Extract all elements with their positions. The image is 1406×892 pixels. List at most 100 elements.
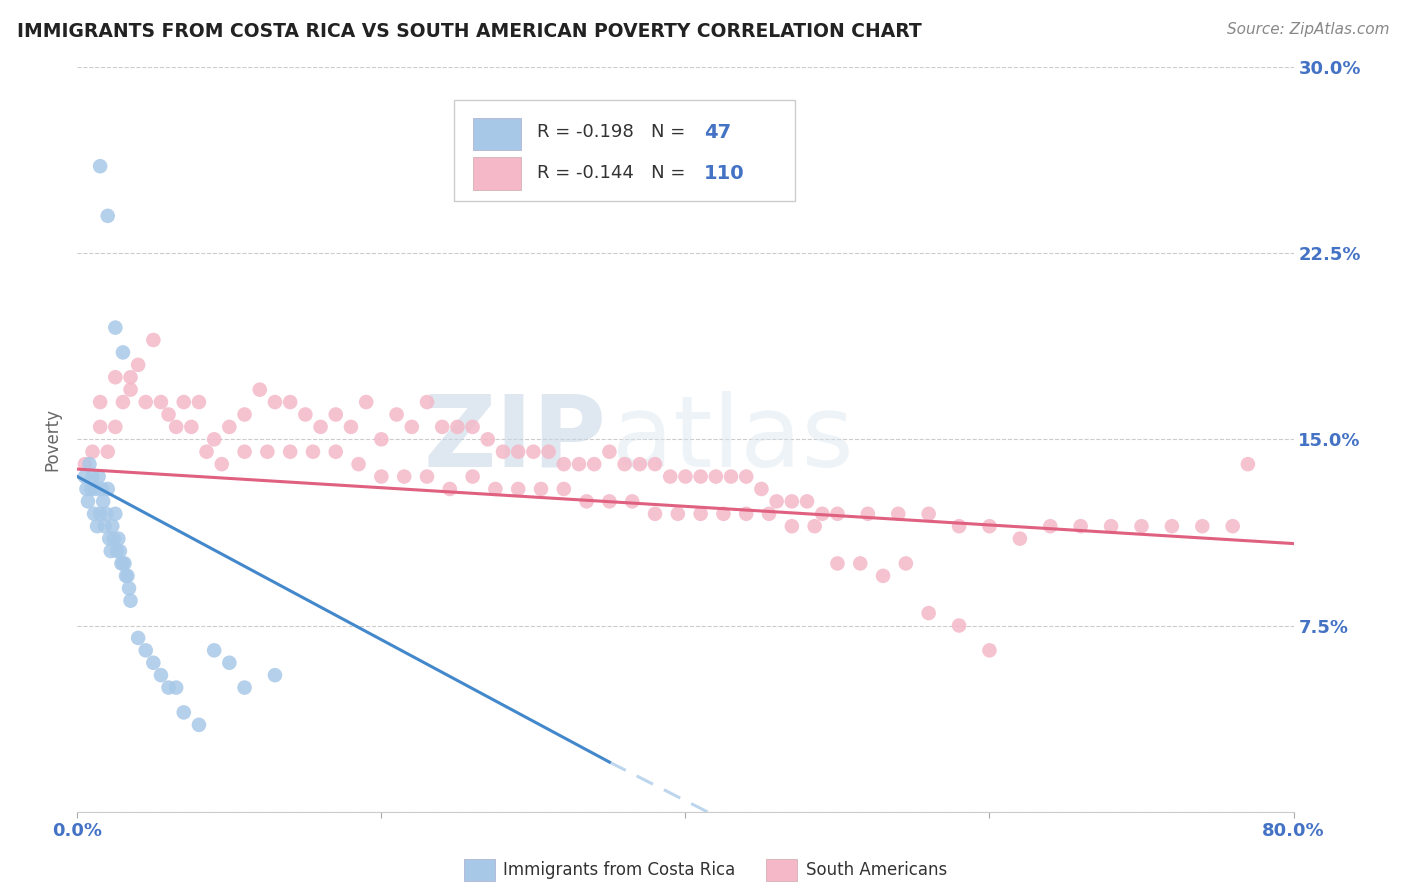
- Point: [735, 507, 758, 521]
- Point: [948, 519, 970, 533]
- Point: [796, 494, 818, 508]
- Point: [720, 469, 742, 483]
- Point: [180, 420, 202, 434]
- Point: [758, 507, 780, 521]
- Point: [461, 420, 484, 434]
- Point: [598, 494, 620, 508]
- Point: [659, 469, 682, 483]
- Point: [89, 159, 111, 173]
- Point: [233, 681, 256, 695]
- Point: [780, 519, 803, 533]
- Point: [142, 656, 165, 670]
- Point: [735, 469, 758, 483]
- Point: [1099, 519, 1122, 533]
- FancyBboxPatch shape: [472, 118, 522, 151]
- Point: [675, 469, 697, 483]
- Point: [111, 395, 134, 409]
- Point: [120, 370, 142, 384]
- Point: [568, 457, 591, 471]
- Point: [354, 395, 377, 409]
- Point: [1039, 519, 1062, 533]
- Point: [91, 494, 114, 508]
- Point: [598, 444, 620, 458]
- Point: [75, 482, 97, 496]
- Point: [918, 606, 941, 620]
- Point: [101, 519, 124, 533]
- Point: [117, 569, 139, 583]
- Point: [309, 420, 332, 434]
- Point: [89, 395, 111, 409]
- Point: [1237, 457, 1260, 471]
- Point: [79, 457, 101, 471]
- Point: [100, 544, 122, 558]
- Point: [294, 408, 316, 422]
- Point: [82, 444, 104, 458]
- Point: [416, 395, 439, 409]
- Point: [127, 631, 149, 645]
- Point: [157, 681, 180, 695]
- Point: [89, 420, 111, 434]
- Point: [492, 444, 515, 458]
- Point: [401, 420, 423, 434]
- Point: [83, 507, 105, 521]
- Point: [173, 706, 195, 720]
- Point: [461, 469, 484, 483]
- Point: [439, 482, 461, 496]
- Point: [104, 507, 127, 521]
- Point: [1222, 519, 1244, 533]
- Point: [530, 482, 553, 496]
- Point: [218, 656, 240, 670]
- Text: 47: 47: [703, 123, 731, 142]
- Text: R = -0.144   N =: R = -0.144 N =: [537, 164, 692, 182]
- Point: [104, 370, 127, 384]
- Point: [704, 469, 727, 483]
- Point: [827, 507, 849, 521]
- Point: [340, 420, 363, 434]
- Point: [689, 507, 711, 521]
- Point: [84, 482, 107, 496]
- Point: [115, 569, 138, 583]
- FancyBboxPatch shape: [472, 157, 522, 190]
- Point: [114, 557, 136, 571]
- Point: [157, 408, 180, 422]
- Point: [107, 532, 129, 546]
- Point: [1161, 519, 1184, 533]
- Point: [90, 482, 112, 496]
- Point: [86, 519, 108, 533]
- Point: [256, 444, 278, 458]
- Point: [811, 507, 834, 521]
- Point: [347, 457, 370, 471]
- Point: [142, 333, 165, 347]
- Point: [613, 457, 636, 471]
- Point: [120, 383, 142, 397]
- Point: [644, 507, 666, 521]
- Point: [392, 469, 415, 483]
- Point: [325, 408, 347, 422]
- Point: [887, 507, 910, 521]
- Point: [621, 494, 644, 508]
- Point: [894, 557, 917, 571]
- Point: [135, 395, 157, 409]
- Point: [202, 643, 225, 657]
- Point: [87, 469, 110, 483]
- Point: [110, 557, 132, 571]
- Point: [73, 469, 96, 483]
- Text: South Americans: South Americans: [806, 861, 946, 880]
- Text: R = -0.198   N =: R = -0.198 N =: [537, 123, 692, 142]
- Point: [188, 395, 211, 409]
- Point: [73, 457, 96, 471]
- Point: [89, 507, 111, 521]
- Point: [666, 507, 689, 521]
- Point: [104, 420, 127, 434]
- Point: [165, 681, 187, 695]
- Point: [302, 444, 325, 458]
- Point: [385, 408, 408, 422]
- Point: [689, 469, 711, 483]
- Point: [948, 618, 970, 632]
- Point: [827, 557, 849, 571]
- Point: [118, 582, 141, 596]
- Point: [325, 444, 347, 458]
- Point: [849, 557, 872, 571]
- Point: [233, 444, 256, 458]
- Point: [98, 532, 121, 546]
